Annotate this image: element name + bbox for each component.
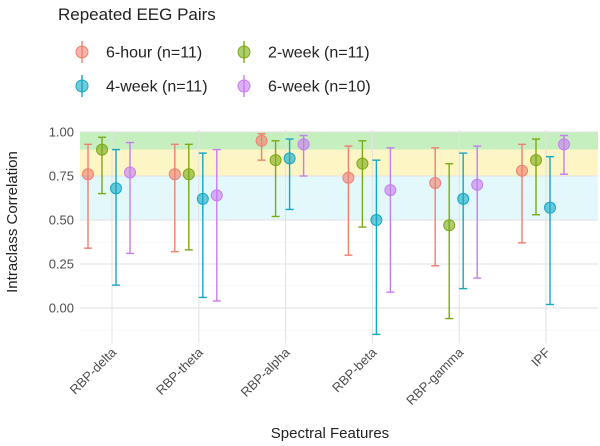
error-bar [459, 152, 468, 290]
error-bar [285, 138, 294, 211]
error-bar [532, 138, 540, 216]
error-bar [445, 162, 454, 320]
legend-item: 6-week (n=10) [237, 75, 371, 97]
data-point [168, 168, 181, 181]
error-bar [518, 143, 526, 244]
data-point [443, 219, 456, 232]
y-axis-label: Intraclass Correlation [4, 151, 21, 293]
data-point [370, 214, 383, 226]
data-point [429, 177, 442, 190]
data-point [356, 157, 369, 170]
data-point [96, 143, 108, 156]
y-tick-label: 0.75 [49, 169, 74, 184]
error-bar [198, 152, 207, 299]
data-point [530, 154, 542, 167]
reliability-band-0 [80, 132, 598, 150]
legend-label: 4-week (n=11) [106, 79, 208, 96]
error-bar [84, 143, 92, 249]
error-bar [212, 148, 221, 302]
data-point [210, 189, 223, 202]
legend-label: 6-hour (n=11) [106, 45, 202, 62]
data-point [182, 168, 195, 181]
error-bar [344, 145, 353, 256]
x-tick-label: RBP-delta [67, 344, 120, 397]
y-tick-label: 0.50 [49, 213, 74, 228]
y-tick-label: 0.25 [49, 257, 74, 272]
error-bar [358, 140, 367, 228]
data-point [297, 138, 310, 151]
data-point [82, 168, 94, 181]
data-point [283, 152, 296, 165]
data-point [457, 192, 470, 205]
data-point [110, 182, 122, 195]
error-bar [546, 155, 554, 306]
error-bar [184, 143, 193, 251]
legend: 6-hour (n=11) 2-week (n=11) 4-week (n=11) 6… [75, 41, 371, 97]
legend-item: 2-week (n=11) [237, 41, 370, 63]
error-bar [372, 159, 381, 336]
error-bar [126, 141, 134, 255]
data-point [544, 201, 556, 214]
error-bar [386, 147, 395, 293]
legend-key-point [237, 79, 251, 93]
error-bar [431, 147, 440, 267]
legend-label: 2-week (n=11) [268, 45, 370, 62]
error-bars [84, 133, 568, 336]
error-bar [473, 145, 482, 279]
data-points [82, 134, 570, 232]
x-tick-labels: RBP-delta RBP-theta RBP-alpha RBP-beta RBP-g… [67, 344, 554, 408]
data-point [124, 166, 136, 179]
legend-item: 4-week (n=11) [75, 75, 208, 97]
y-tick-label: 1.00 [49, 125, 74, 140]
data-point [255, 134, 268, 147]
legend-item: 6-hour (n=11) [75, 41, 202, 63]
y-tick-label: 0.00 [49, 301, 74, 316]
error-bar [112, 148, 120, 286]
x-tick-label: RBP-theta [153, 344, 207, 398]
legend-label: 6-week (n=10) [268, 79, 371, 96]
x-tick-label: IPF [528, 345, 553, 370]
x-axis-label: Spectral Features [271, 425, 389, 442]
data-point [558, 138, 570, 151]
x-tick-label: RBP-alpha [238, 344, 294, 400]
legend-key-point [237, 45, 251, 59]
legend-key-point [75, 79, 89, 93]
data-point [269, 154, 282, 167]
data-point [384, 184, 397, 197]
grid-lines [80, 130, 598, 344]
legend-title: Repeated EEG Pairs [58, 5, 216, 24]
data-point [471, 178, 484, 191]
error-bar [271, 140, 280, 218]
legend-key-point [75, 45, 89, 59]
x-tick-label: RBP-gamma [403, 344, 467, 408]
data-point [516, 164, 528, 177]
error-bar [170, 143, 179, 253]
data-point [342, 171, 355, 184]
x-tick-label: RBP-beta [329, 344, 380, 395]
data-point [196, 192, 209, 205]
y-tick-labels: 0.00 0.25 0.50 0.75 1.00 [49, 125, 74, 316]
